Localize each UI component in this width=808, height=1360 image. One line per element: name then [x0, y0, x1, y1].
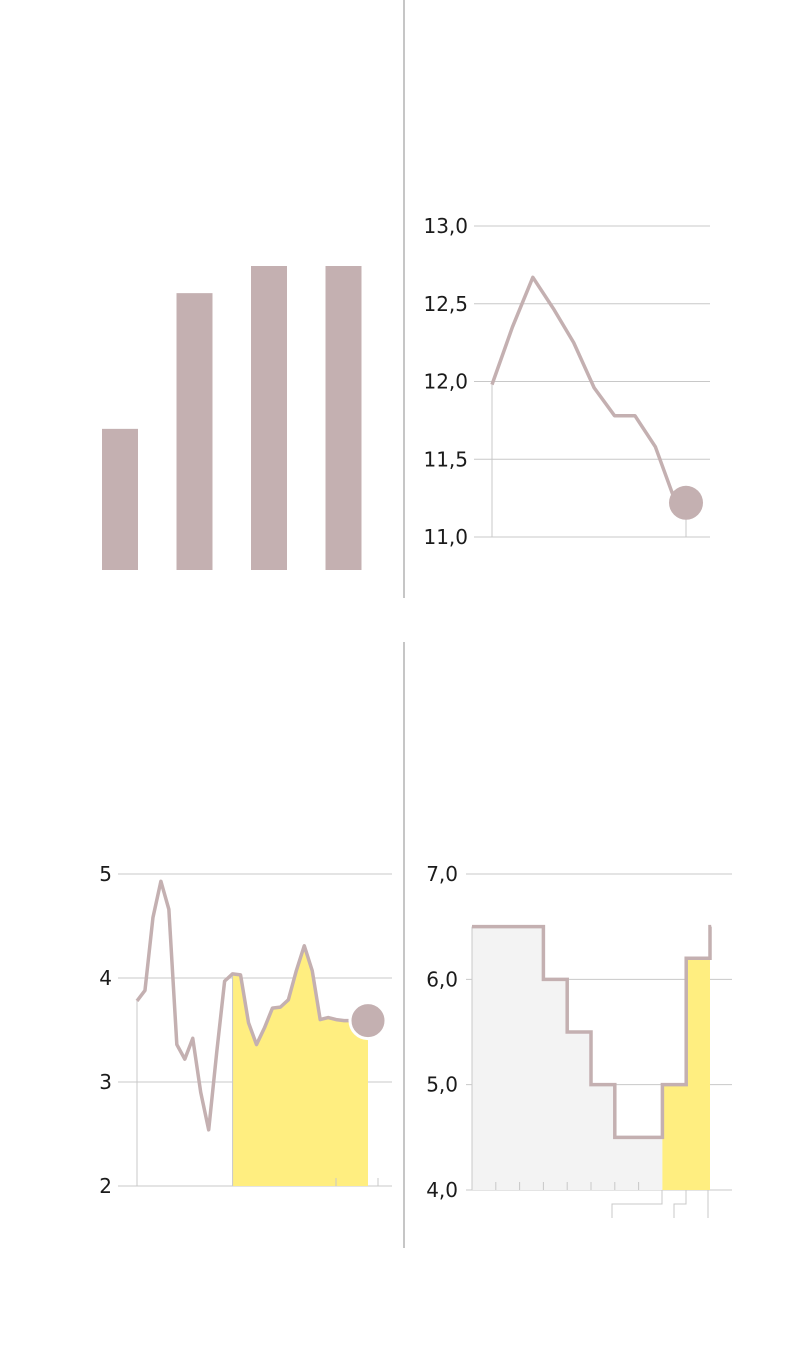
y-tick-label: 11,5 — [423, 447, 468, 471]
series-line — [490, 275, 678, 504]
y-tick-label: 3 — [99, 1070, 112, 1094]
bar — [176, 293, 213, 570]
y-tick-label: 13,0 — [423, 214, 468, 238]
y-tick-label: 7,0 — [426, 862, 458, 886]
bracket-connector — [611, 1190, 663, 1218]
bar-chart — [102, 266, 362, 570]
baseline-area — [472, 926, 663, 1190]
highlight-area — [232, 945, 368, 1186]
end-marker — [669, 485, 703, 520]
y-tick-label: 4 — [99, 966, 112, 990]
y-tick-label: 5 — [99, 862, 112, 886]
y-tick-label: 4,0 — [426, 1178, 458, 1202]
bracket-connector — [673, 1190, 687, 1218]
line-chart-top-right: 11,0 11,5 12,0 12,5 13,0 — [423, 214, 710, 549]
area-line-chart-bottom-left: 2 3 4 5 — [99, 862, 392, 1198]
y-tick-label: 12,5 — [423, 292, 468, 316]
end-marker — [348, 1001, 388, 1041]
bar — [325, 266, 362, 570]
step-area-chart-bottom-right: 4,0 5,0 6,0 7,0 — [426, 862, 732, 1218]
y-tick-label: 6,0 — [426, 967, 458, 991]
y-tick-label: 2 — [99, 1174, 112, 1198]
bar — [251, 266, 287, 570]
step-line — [472, 924, 712, 1140]
y-tick-label: 12,0 — [423, 370, 468, 394]
y-tick-label: 11,0 — [423, 525, 468, 549]
series-line — [135, 879, 368, 1132]
y-tick-label: 5,0 — [426, 1073, 458, 1097]
bar — [102, 428, 138, 570]
